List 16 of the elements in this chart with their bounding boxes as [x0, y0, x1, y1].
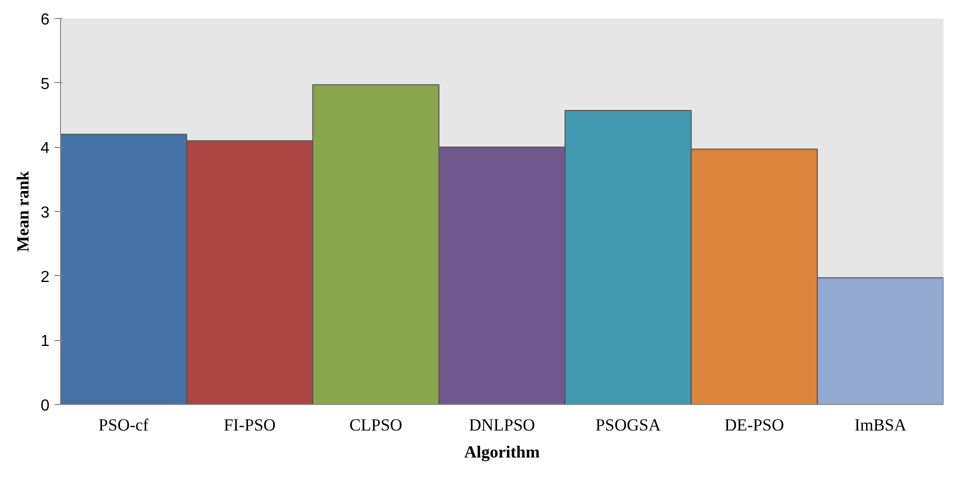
x-tick-label: FI-PSO: [224, 416, 276, 434]
x-tick-label: DE-PSO: [724, 416, 784, 434]
x-tick-label: PSO-cf: [98, 416, 149, 434]
y-tick-label: 5: [40, 76, 50, 93]
y-tick-label: 6: [40, 12, 50, 28]
x-axis-title: Algorithm: [464, 442, 540, 462]
y-tick-label: 4: [40, 140, 50, 158]
y-tick-label: 2: [40, 268, 50, 286]
x-tick-label: ImBSA: [854, 416, 908, 434]
y-axis-title: Mean rank: [14, 170, 33, 252]
y-tick-label: 3: [40, 204, 50, 222]
y-tick-label: 0: [40, 398, 50, 414]
x-tick-label: CLPSO: [349, 416, 402, 434]
y-tick-label: 1: [40, 333, 50, 350]
x-tick-label: DNLPSO: [468, 416, 536, 434]
x-tick-label: PSOGSA: [596, 416, 662, 434]
